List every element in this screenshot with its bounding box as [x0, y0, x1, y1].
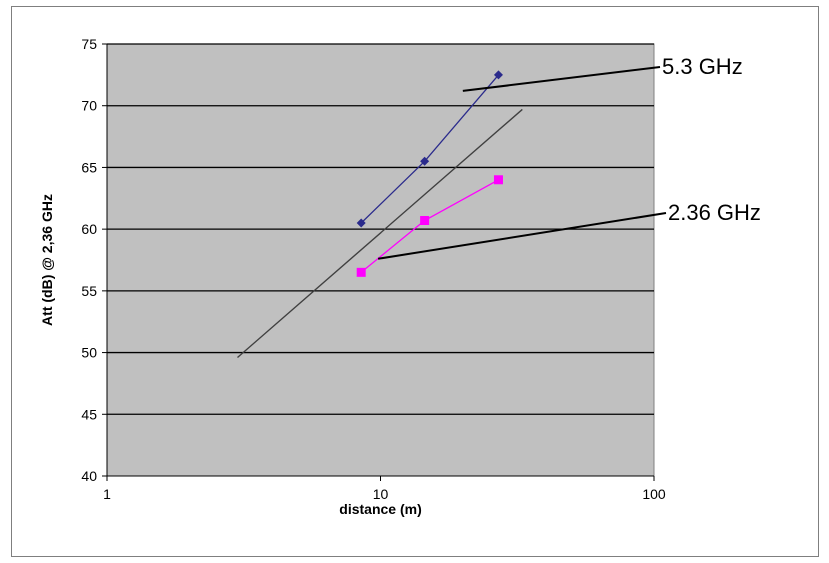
y-tick-labels: 40 45 50 55 60 65 70 75 — [81, 36, 97, 484]
x-axis-title: distance (m) — [339, 501, 421, 517]
y-tick-label: 60 — [81, 221, 97, 237]
reference-line-group — [237, 108, 523, 359]
series-group — [356, 70, 503, 277]
data-point-5-3-ghz — [493, 70, 503, 80]
y-tick-label: 70 — [81, 98, 97, 114]
data-point-2-36-ghz — [493, 175, 503, 185]
leader-line-2-36-ghz — [377, 212, 667, 260]
x-tick-label: 100 — [642, 486, 666, 502]
callout-label-2-36-ghz: 2.36 GHz — [668, 200, 761, 225]
callout-label-5-3-ghz: 5.3 GHz — [662, 54, 743, 79]
y-axis-title: Att (dB) @ 2,36 GHz — [39, 194, 55, 326]
data-point-5-3-ghz — [356, 218, 366, 228]
y-tick-label: 75 — [81, 36, 97, 52]
x-tick-labels: 1 10 100 — [103, 486, 666, 502]
annotation-group: 5.3 GHz 2.36 GHz — [377, 54, 761, 260]
gridlines — [107, 43, 654, 415]
x-tick-label: 1 — [103, 486, 111, 502]
y-tick-label: 40 — [81, 468, 97, 484]
axes — [102, 43, 655, 481]
leader-line-5-3-ghz — [462, 66, 661, 92]
data-point-2-36-ghz — [420, 216, 430, 226]
data-point-2-36-ghz — [356, 267, 366, 277]
y-tick-label: 55 — [81, 283, 97, 299]
reference-line — [237, 108, 523, 359]
y-tick-label: 50 — [81, 345, 97, 361]
y-tick-label: 45 — [81, 406, 97, 422]
data-point-5-3-ghz — [420, 156, 430, 166]
y-tick-label: 65 — [81, 159, 97, 175]
plot-area — [106, 43, 655, 477]
x-tick-label: 10 — [373, 486, 389, 502]
